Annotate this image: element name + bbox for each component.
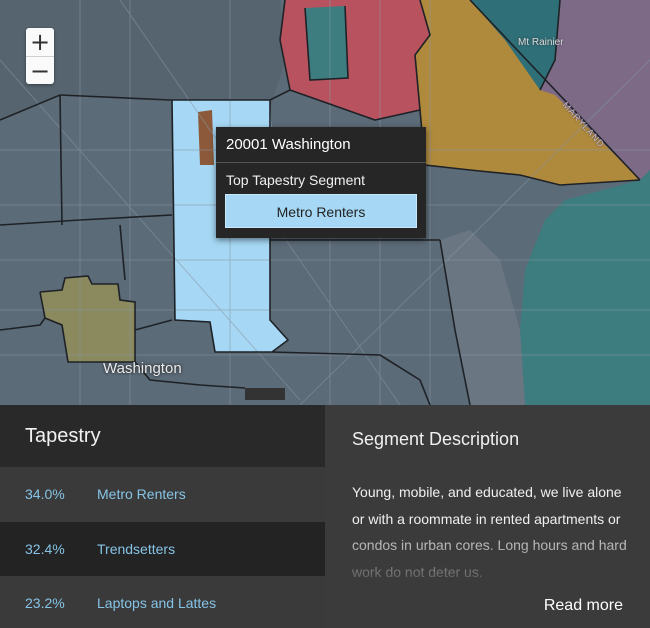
map-label-washington: Washington xyxy=(103,360,182,377)
segment-description-panel: Segment Description Young, mobile, and e… xyxy=(325,405,650,628)
zoom-out-button[interactable]: − xyxy=(26,56,54,85)
tapestry-header: Tapestry xyxy=(0,405,325,467)
map-zone-teal-north xyxy=(470,0,560,90)
map-boundaries xyxy=(0,0,641,405)
description-fade-overlay xyxy=(325,523,650,583)
tapestry-row[interactable]: 23.2% Laptops and Lattes xyxy=(0,576,325,628)
zip-popup: 20001 Washington Top Tapestry Segment Me… xyxy=(216,127,426,238)
map-zone-gold xyxy=(415,0,640,185)
zoom-in-button[interactable]: + xyxy=(29,28,51,56)
tapestry-row-name[interactable]: Laptops and Lattes xyxy=(97,595,217,611)
map-label-mt-rainier: Mt Rainier xyxy=(518,37,564,48)
popup-title: 20001 Washington xyxy=(216,127,426,163)
map-zone-purple xyxy=(540,0,650,180)
popup-subtitle: Top Tapestry Segment xyxy=(226,172,366,188)
tapestry-row-percent: 32.4% xyxy=(25,540,65,557)
tapestry-row-name[interactable]: Trendsetters xyxy=(97,540,176,557)
tapestry-panel: Tapestry 34.0% Metro Renters 32.4% Trend… xyxy=(0,405,325,628)
read-more-link[interactable]: Read more xyxy=(543,597,623,614)
tapestry-row-percent: 34.0% xyxy=(25,486,65,502)
segment-description-title: Segment Description xyxy=(352,429,520,449)
map-zone-teal-small xyxy=(305,6,348,80)
tapestry-row[interactable]: 32.4% Trendsetters xyxy=(0,521,325,576)
map-zone-teal-east xyxy=(520,170,650,405)
map-zone-brown xyxy=(198,110,214,165)
tapestry-row-name[interactable]: Metro Renters xyxy=(97,486,186,502)
map-zone-olive xyxy=(40,276,135,362)
map-canvas[interactable] xyxy=(0,0,650,405)
tapestry-row[interactable]: 34.0% Metro Renters xyxy=(0,467,325,522)
popup-segment-button[interactable]: Metro Renters xyxy=(225,194,417,228)
map-area-northwest xyxy=(0,0,285,120)
map-marker-dark xyxy=(245,388,285,400)
zoom-control: + − xyxy=(26,28,54,85)
map-view[interactable]: Washington Mt Rainier MARYLAND + − 20001… xyxy=(0,0,650,405)
tapestry-row-percent: 23.2% xyxy=(25,595,65,611)
